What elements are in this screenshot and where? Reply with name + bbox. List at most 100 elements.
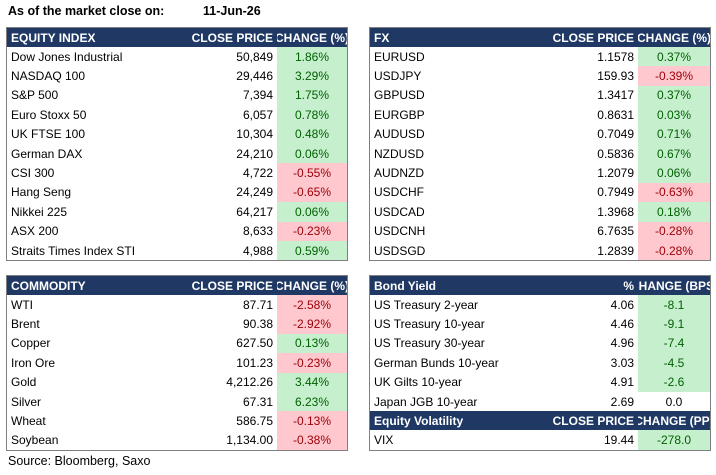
table-row: AUDUSD 0.7049 0.71% (370, 124, 710, 144)
table-row: Copper 627.50 0.13% (7, 333, 347, 354)
row-close-value: 24,210 (236, 146, 273, 161)
table-row: US Treasury 10-year 4.46 -9.1 (370, 314, 710, 334)
row-name: VIX (374, 433, 394, 448)
row-change-value: -0.65% (277, 182, 347, 203)
row-change-value: -0.13% (277, 411, 347, 431)
table-row: Japan JGB 10-year 2.69 0.0 (370, 392, 710, 411)
row-name: German DAX (11, 146, 83, 161)
row-close-value: 159.93 (597, 69, 634, 84)
table-header-row: COMMODITY CLOSE PRICE CHANGE (%) (7, 276, 347, 295)
row-change-value: 6.23% (277, 391, 347, 412)
table-row: CSI 300 4,722 -0.55% (7, 163, 347, 183)
row-name: WTI (11, 297, 33, 312)
table-header-row: EQUITY INDEX CLOSE PRICE CHANGE (%) (7, 28, 347, 47)
row-change-value: -0.28% (638, 221, 710, 241)
row-change-value: 3.44% (277, 372, 347, 392)
table-row: Wheat 586.75 -0.13% (7, 411, 347, 431)
row-change-value: -0.38% (277, 430, 347, 451)
table-row: Hang Seng 24,249 -0.65% (7, 182, 347, 203)
report-title: As of the market close on: (8, 4, 165, 18)
row-name: Straits Times Index STI (11, 243, 136, 258)
row-close-value: 64,217 (236, 204, 273, 219)
column-header-name: Equity Volatility (374, 413, 464, 428)
table-row: US Treasury 2-year 4.06 -8.1 (370, 295, 710, 315)
row-change-value: 0.06% (638, 163, 710, 183)
row-close-value: 4.91 (610, 375, 634, 390)
table-row: NZDUSD 0.5836 0.67% (370, 143, 710, 164)
row-close-value: 627.50 (236, 336, 273, 351)
row-change-value: -2.92% (277, 314, 347, 334)
row-close-value: 0.5836 (597, 146, 634, 161)
row-close-value: 0.7949 (597, 185, 634, 200)
row-name: ASX 200 (11, 224, 59, 239)
column-header-name: Bond Yield (374, 278, 437, 293)
row-change-value: -8.1 (638, 295, 710, 315)
column-header-close: CLOSE PRICE (552, 413, 634, 428)
row-change-value: -0.39% (638, 66, 710, 86)
row-name: NASDAQ 100 (11, 69, 86, 84)
table-row: WTI 87.71 -2.58% (7, 295, 347, 315)
row-name: Gold (11, 375, 37, 390)
row-change-value: 1.86% (277, 47, 347, 67)
table-row: German DAX 24,210 0.06% (7, 143, 347, 164)
column-header-close: CLOSE PRICE (191, 30, 273, 45)
row-close-value: 1,134.00 (226, 433, 273, 448)
column-header-change: CHANGE (PP) (638, 413, 710, 428)
row-change-value: 0.18% (638, 202, 710, 222)
row-close-value: 10,304 (236, 127, 273, 142)
row-name: Silver (11, 394, 42, 409)
row-name: AUDNZD (374, 166, 424, 181)
row-close-value: 2.69 (610, 394, 634, 409)
row-close-value: 8,633 (242, 224, 273, 239)
row-close-value: 6.7635 (597, 224, 634, 239)
row-close-value: 586.75 (236, 414, 273, 429)
row-change-value: -0.23% (277, 221, 347, 241)
row-name: Nikkei 225 (11, 204, 68, 219)
row-close-value: 1.3417 (597, 88, 634, 103)
row-change-value: 0.71% (638, 124, 710, 144)
row-change-value: 3.29% (277, 66, 347, 86)
source-note: Source: Bloomberg, Saxo (8, 454, 151, 468)
table-row: S&P 500 7,394 1.75% (7, 85, 347, 106)
row-change-value: -0.28% (638, 240, 710, 261)
table-row: EURUSD 1.1578 0.37% (370, 47, 710, 67)
row-name: Iron Ore (11, 355, 56, 370)
row-close-value: 0.7049 (597, 127, 634, 142)
row-name: NZDUSD (374, 146, 424, 161)
row-name: Dow Jones Industrial (11, 49, 123, 64)
table-row: Iron Ore 101.23 -0.23% (7, 353, 347, 373)
table-row: USDCAD 1.3968 0.18% (370, 202, 710, 222)
row-change-value: 0.67% (638, 143, 710, 164)
table-header-row: Bond Yield% CHANGE (BPS) (370, 276, 710, 295)
row-change-value: -0.55% (277, 163, 347, 183)
row-close-value: 0.8631 (597, 107, 634, 122)
column-header-change: CHANGE (%) (277, 30, 347, 45)
row-name: Soybean (11, 433, 59, 448)
column-header-name: EQUITY INDEX (11, 30, 96, 45)
row-close-value: 3.03 (610, 355, 634, 370)
column-header-change: CHANGE (%) (277, 278, 347, 293)
column-header-close: CLOSE PRICE (191, 278, 273, 293)
table-row: VIX 19.44 -278.0 (370, 430, 710, 450)
table-row: GBPUSD 1.3417 0.37% (370, 85, 710, 106)
row-name: US Treasury 2-year (374, 297, 479, 312)
row-name: S&P 500 (11, 88, 59, 103)
row-name: EURUSD (374, 49, 425, 64)
row-change-value: 0.06% (277, 202, 347, 222)
row-change-value: -2.58% (277, 295, 347, 315)
table-row: Soybean 1,134.00 -0.38% (7, 430, 347, 451)
table-row: German Bunds 10-year 3.03 -4.5 (370, 353, 710, 373)
row-close-value: 4,722 (242, 166, 273, 181)
row-close-value: 1.2839 (597, 243, 634, 258)
report-date: 11-Jun-26 (203, 4, 261, 18)
row-name: Euro Stoxx 50 (11, 107, 87, 122)
bond-yield-table: Bond Yield% CHANGE (BPS) US Treasury 2-yea… (369, 275, 711, 451)
equity-index-table: EQUITY INDEX CLOSE PRICE CHANGE (%) Dow Jon… (6, 27, 348, 262)
table-row: NASDAQ 100 29,446 3.29% (7, 66, 347, 86)
row-change-value: -0.63% (638, 182, 710, 203)
row-change-value: 0.78% (277, 105, 347, 125)
row-name: USDCHF (374, 185, 424, 200)
table-row: USDSGD 1.2839 -0.28% (370, 240, 710, 261)
table-row: Euro Stoxx 50 6,057 0.78% (7, 105, 347, 125)
row-name: EURGBP (374, 107, 425, 122)
